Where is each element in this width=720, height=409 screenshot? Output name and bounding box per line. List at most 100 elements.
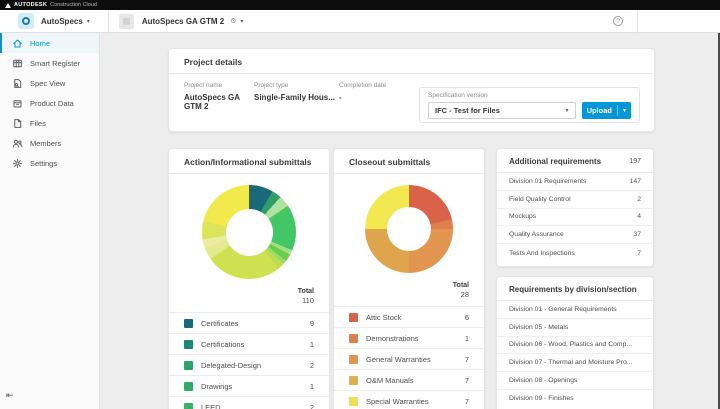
- requirement-row[interactable]: Tests And Inspections 7: [497, 244, 653, 262]
- legend-row: O&M Manuals 7: [334, 369, 484, 390]
- legend-value: 9: [309, 318, 314, 328]
- closeout-submittals-card: Closeout submittals Total 28 Attic Stock…: [333, 148, 485, 409]
- main-content: Project details Project name AutoSpecs G…: [100, 33, 720, 409]
- members-icon: [12, 138, 23, 149]
- requirements-list: Division 01 Requirements 147 Field Quality…: [497, 173, 653, 262]
- autodesk-brand-bar: AUTODESK Construction Cloud: [0, 0, 720, 10]
- sidebar-item-smart-register[interactable]: Smart Register: [0, 53, 99, 73]
- sidebar-item-product-data[interactable]: Product Data: [0, 93, 99, 113]
- project-selector-caret-icon[interactable]: ▾: [240, 18, 244, 25]
- project-selector[interactable]: AutoSpecs GA GTM 2: [141, 16, 225, 26]
- autospecs-logo-icon: [18, 13, 34, 29]
- legend-label: Special Warranties: [366, 396, 429, 406]
- panel-total-count: 197: [629, 158, 641, 165]
- legend-label: Certifications: [201, 339, 245, 349]
- legend-swatch: [184, 360, 193, 370]
- action-submittals-card: Action/Informational submittals Total 11…: [168, 148, 330, 409]
- panel-title: Additional requirements: [509, 157, 602, 166]
- total-value: 28: [460, 290, 469, 299]
- sidebar-item-home[interactable]: Home: [0, 33, 99, 53]
- requirement-row[interactable]: Quality Assurance 37: [497, 226, 653, 245]
- legend-value: 2: [309, 360, 314, 370]
- autodesk-logo-icon: [5, 2, 11, 8]
- sidebar-item-members[interactable]: Members: [0, 133, 99, 153]
- sidebar-item-settings[interactable]: Settings: [0, 153, 99, 173]
- home-icon: [12, 38, 23, 49]
- requirement-label: Field Quality Control: [509, 195, 571, 203]
- specification-version-label: Specification version: [428, 92, 488, 99]
- legend-value: 7: [464, 396, 469, 406]
- division-label: Division 06 - Wood, Plastics and Comp...: [509, 341, 633, 349]
- select-caret-icon: ▾: [565, 108, 569, 114]
- division-row[interactable]: Division 08 - Openings: [497, 372, 653, 390]
- sidebar-item-label: Spec View: [30, 78, 66, 88]
- legend-value: 7: [464, 354, 469, 364]
- requirement-row[interactable]: Division 01 Requirements 147: [497, 173, 653, 191]
- legend-row: General Warranties 7: [334, 348, 484, 369]
- legend-list: Attic Stock 6 Demonstrations 1 General Warra…: [334, 306, 484, 409]
- requirement-label: Quality Assurance: [509, 231, 564, 239]
- settings-icon: [12, 158, 23, 169]
- project-type-field: Project type Single-Family Hous...: [254, 82, 335, 102]
- requirement-count: 7: [637, 249, 641, 257]
- completion-date-field: Completion date -: [339, 82, 387, 102]
- files-icon: [12, 118, 23, 129]
- legend-swatch: [184, 318, 193, 328]
- requirement-row[interactable]: Field Quality Control 2: [497, 191, 653, 209]
- requirement-label: Mockups: [509, 213, 537, 221]
- chart-title: Action/Informational submittals: [184, 157, 312, 167]
- sidebar-item-label: Home: [30, 38, 51, 48]
- sidebar-item-label: Members: [30, 138, 62, 148]
- project-gear-icon[interactable]: ⚙: [230, 18, 237, 25]
- upload-caret-icon[interactable]: ▾: [622, 108, 626, 114]
- total-value: 110: [302, 296, 314, 305]
- division-row[interactable]: Division 09 - Finishes: [497, 390, 653, 408]
- legend-swatch: [349, 375, 358, 385]
- donut-chart[interactable]: [202, 185, 296, 279]
- chart-title: Closeout submittals: [349, 157, 431, 167]
- project-details-title: Project details: [184, 57, 243, 67]
- legend-value: 2: [309, 402, 314, 409]
- legend-value: 7: [464, 375, 469, 385]
- legend-label: O&M Manuals: [366, 375, 414, 385]
- division-row[interactable]: Division 06 - Wood, Plastics and Comp...: [497, 337, 653, 355]
- legend-row: Attic Stock 6: [334, 306, 484, 327]
- sidebar-item-label: Product Data: [30, 98, 74, 108]
- division-label: Division 07 - Thermal and Moisture Pro..…: [509, 359, 633, 367]
- requirement-count: 37: [633, 231, 641, 239]
- project-details-card: Project details Project name AutoSpecs G…: [168, 48, 655, 132]
- total-label: Total: [297, 288, 314, 295]
- app-switcher[interactable]: AutoSpecs: [41, 16, 83, 26]
- legend-row: Delegated-Design 2: [169, 354, 329, 375]
- legend-row: Certifications 1: [169, 333, 329, 354]
- requirement-count: 2: [637, 195, 641, 203]
- app-switcher-caret-icon[interactable]: ▾: [86, 18, 90, 25]
- specification-version-select[interactable]: IFC - Test for Files ▾: [428, 102, 576, 119]
- division-row[interactable]: Division 01 - General Requirements: [497, 301, 653, 319]
- donut-chart[interactable]: [365, 185, 453, 273]
- appbar-right-divider: [637, 9, 638, 33]
- legend-label: General Warranties: [366, 354, 431, 364]
- division-row[interactable]: Division 07 - Thermal and Moisture Pro..…: [497, 354, 653, 373]
- legend-list: Certificates 9 Certifications 1 Delegated-De…: [169, 312, 329, 409]
- specification-version-box: Specification version IFC - Test for Fil…: [419, 87, 640, 123]
- requirement-row[interactable]: Mockups 4: [497, 209, 653, 227]
- division-row[interactable]: Division 05 - Metals: [497, 319, 653, 337]
- total-label: Total: [452, 282, 469, 289]
- sidebar-item-files[interactable]: Files: [0, 113, 99, 133]
- appbar-divider: [107, 9, 109, 33]
- brand-suffix: Construction Cloud: [50, 2, 97, 8]
- legend-swatch: [349, 312, 358, 322]
- sidebar-item-spec-view[interactable]: Spec View: [0, 73, 99, 93]
- upload-button[interactable]: Upload ▾: [581, 102, 631, 119]
- sidebar-item-label: Smart Register: [30, 58, 81, 68]
- collapse-sidebar-button[interactable]: ⇤: [6, 390, 14, 400]
- help-icon[interactable]: ?: [613, 16, 623, 26]
- legend-label: Demonstrations: [366, 333, 419, 343]
- brand-name: AUTODESK: [14, 2, 48, 8]
- legend-value: 1: [309, 381, 314, 391]
- division-label: Division 05 - Metals: [509, 323, 569, 331]
- legend-row: Certificates 9: [169, 312, 329, 333]
- legend-row: Drawings 1: [169, 375, 329, 396]
